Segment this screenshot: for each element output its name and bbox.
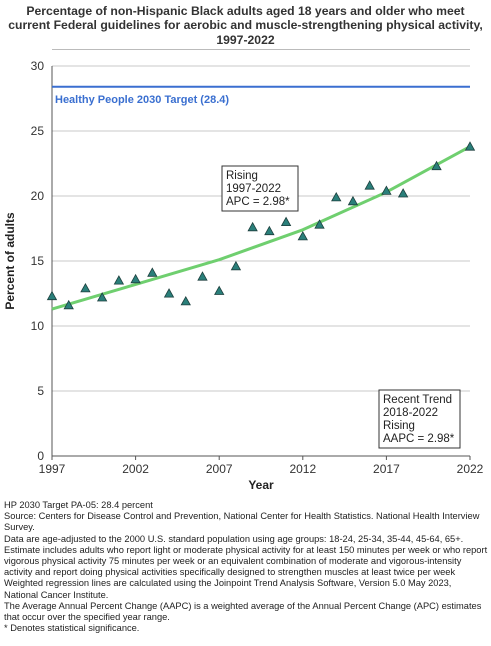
y-tick-label: 10 <box>31 319 45 333</box>
data-point-triangle <box>180 295 191 306</box>
annotation-frame <box>221 165 299 212</box>
footnote: Source: Centers for Disease Control and … <box>4 511 480 533</box>
data-point-triangle <box>163 288 175 298</box>
x-axis-label: Year <box>248 478 274 492</box>
x-tick-label: 2017 <box>373 462 400 476</box>
data-point-triangle <box>464 141 476 151</box>
data-point-triangle <box>280 216 292 227</box>
title-line: 1997-2022 <box>216 32 275 47</box>
data-point-triangle <box>347 195 359 206</box>
annotation-line: AAPC = 2.98* <box>383 433 455 445</box>
x-tick-label: 2022 <box>457 462 484 476</box>
data-point-triangle <box>230 260 242 271</box>
y-axis-label: Percent of adults <box>3 212 17 310</box>
y-tick-label: 15 <box>31 254 45 268</box>
y-tick-label: 30 <box>31 59 45 73</box>
footnotes: HP 2030 Target PA-05: 28.4 percent Sourc… <box>4 500 488 634</box>
data-point-triangle <box>214 285 225 295</box>
data-point-triangle <box>297 230 308 241</box>
y-tick-label: 25 <box>31 124 45 138</box>
annotation-line: 2018-2022 <box>383 407 438 419</box>
data-point-triangle <box>314 219 325 229</box>
annotation-line: Recent Trend <box>383 394 452 406</box>
target-label: Healthy People 2030 Target (28.4) <box>55 94 229 106</box>
chart-title: Percentage of non-Hispanic Black adults … <box>8 4 483 47</box>
x-tick-label: 1997 <box>39 462 66 476</box>
data-point-triangle <box>431 160 442 171</box>
data-point-triangle <box>147 267 158 277</box>
footnote: Data are age-adjusted to the 2000 U.S. s… <box>4 533 464 544</box>
footnote: Weighted regression lines are calculated… <box>4 578 452 600</box>
data-point-triangle <box>381 185 392 195</box>
annotation-line: Rising <box>226 170 258 182</box>
data-point-triangle <box>397 188 409 198</box>
y-tick-label: 0 <box>37 449 44 463</box>
annotation-frame <box>378 389 461 449</box>
annotation-line: 1997-2022 <box>226 183 281 195</box>
annotation-line: APC = 2.98* <box>226 196 290 208</box>
data-point-triangle <box>96 292 108 302</box>
data-point-triangle <box>197 271 208 281</box>
data-point-triangle <box>46 290 58 301</box>
title-line: current Federal guidelines for aerobic a… <box>8 18 483 33</box>
data-point-triangle <box>264 225 275 236</box>
x-tick-label: 2012 <box>289 462 316 476</box>
title-line: Percentage of non-Hispanic Black adults … <box>26 4 465 18</box>
y-tick-label: 20 <box>31 189 45 203</box>
footnote: HP 2030 Target PA-05: 28.4 percent <box>4 500 153 510</box>
data-point-triangle <box>247 221 258 232</box>
chart-svg: 0 5 10 15 20 25 30 1997 2002 2007 2012 2017 2022 Year… <box>3 59 484 492</box>
footnote: Estimate includes adults who report ligh… <box>4 544 488 578</box>
data-point-triangle <box>80 282 91 293</box>
data-point-triangle <box>63 299 74 310</box>
x-tick-label: 2007 <box>206 462 233 476</box>
footnote: The Average Annual Percent Change (AAPC)… <box>4 600 482 623</box>
trend-line <box>51 145 471 311</box>
y-tick-label: 5 <box>37 384 44 398</box>
footnote: * Denotes statistical significance. <box>4 623 140 634</box>
data-point-triangle <box>364 180 375 190</box>
data-point-triangle <box>113 275 125 285</box>
title-divider <box>52 49 470 50</box>
annotation-line: Rising <box>383 420 415 432</box>
data-point-triangle <box>130 273 141 284</box>
data-point-triangle <box>331 191 342 202</box>
x-tick-label: 2002 <box>122 462 149 476</box>
